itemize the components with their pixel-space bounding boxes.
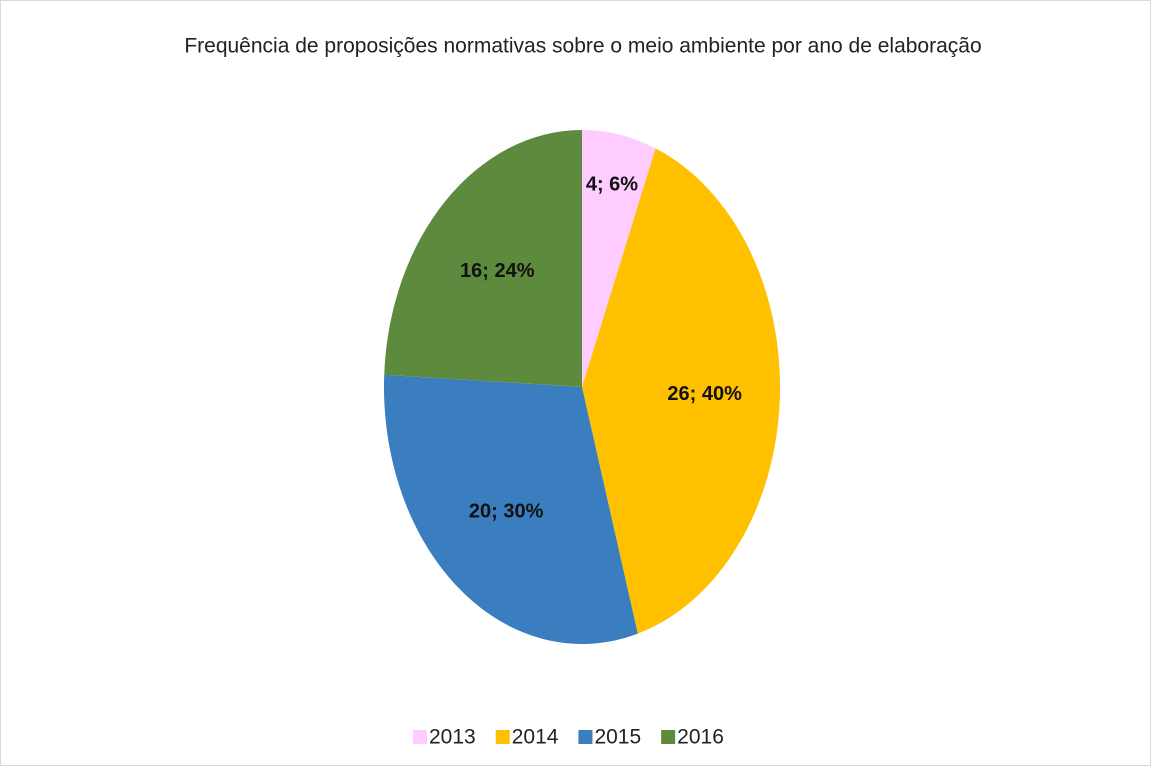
data-label: 4; 6% [586,173,638,195]
legend-label: 2015 [594,726,641,749]
data-label: 20; 30% [469,501,544,523]
data-label: 26; 40% [667,383,742,405]
legend-swatch [661,730,676,744]
legend-label: 2013 [429,726,476,749]
pie-slice [582,148,780,634]
legend-label: 2014 [512,726,559,749]
legend-swatch [495,730,510,744]
legend-swatch [578,730,593,744]
chart-title: Frequência de proposições normativas sob… [184,35,981,58]
legend-label: 2016 [677,726,724,749]
legend-swatch [413,730,427,744]
pie-slice [384,130,582,387]
pie-slice [582,130,656,387]
pie-slice [383,374,638,645]
data-label: 16; 24% [460,260,535,282]
